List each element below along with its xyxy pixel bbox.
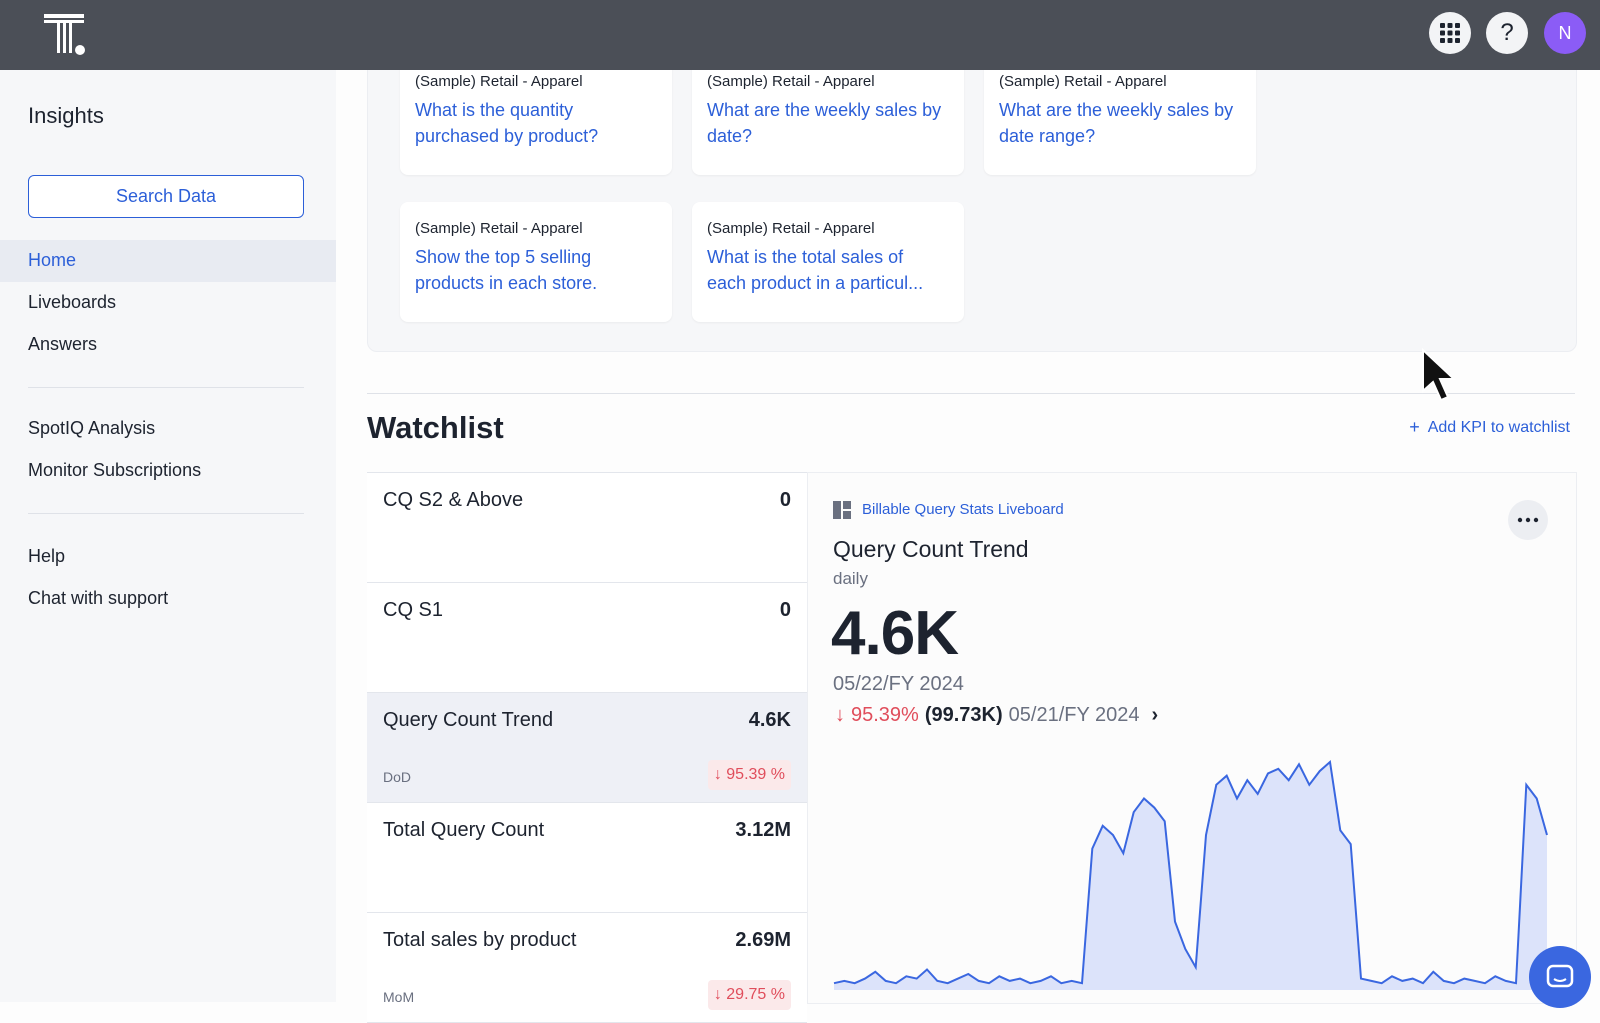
- kpi-value: 2.69M: [735, 929, 791, 951]
- down-arrow: ↓: [835, 704, 845, 726]
- card-source: (Sample) Retail - Apparel: [415, 220, 583, 237]
- kpi-value: 0: [779, 489, 791, 511]
- watchlist-row[interactable]: CQ S1 0: [367, 583, 807, 693]
- kpi-value: 4.6K: [831, 599, 959, 668]
- card-question: What are the weekly sales by date?: [707, 100, 942, 146]
- nav-item[interactable]: SpotIQ Analysis: [28, 418, 156, 438]
- down-arrow: ↓: [713, 986, 727, 1003]
- nav-item[interactable]: Monitor Subscriptions: [28, 460, 202, 480]
- chat-bubble[interactable]: [1529, 946, 1591, 1008]
- kpi-value: 0: [779, 599, 791, 621]
- suggestion-card[interactable]: (Sample) Retail - Apparel What are the we…: [692, 55, 964, 175]
- suggestion-card[interactable]: (Sample) Retail - Apparel What is the qua…: [400, 55, 672, 175]
- watchlist-row[interactable]: Total Query Count 3.12M: [367, 803, 807, 913]
- card-question: What is the quantity purchased by produc…: [415, 100, 599, 146]
- suggestion-card[interactable]: (Sample) Retail - Apparel What are the we…: [984, 55, 1256, 175]
- card-question: Show the top 5 selling products in each …: [415, 247, 598, 293]
- nav-item[interactable]: Answers: [28, 334, 98, 354]
- suggestion-card[interactable]: (Sample) Retail - Apparel Show the top 5 …: [400, 202, 672, 322]
- kpi-change-badge: ↓ 29.75 %: [707, 980, 791, 1010]
- watchlist-row[interactable]: CQ S2 & Above 0: [367, 473, 807, 583]
- kpi-name: Total sales by product: [383, 929, 577, 951]
- cursor: [1422, 347, 1457, 402]
- kpi-date: 05/22/FY 2024: [833, 673, 964, 695]
- kpi-period: daily: [833, 569, 868, 588]
- kpi-change-row: ↓ 95.39% (99.73K) 05/21/FY 2024 ›: [835, 704, 1158, 727]
- sidebar: [0, 70, 336, 1002]
- kpi-comparison: DoD: [383, 769, 412, 785]
- nav-item[interactable]: Home: [28, 250, 77, 270]
- kpi-source[interactable]: Billable Query Stats Liveboard: [862, 501, 1064, 518]
- kpi-name: Total Query Count: [383, 819, 545, 841]
- down-arrow: ↓: [713, 766, 727, 783]
- liveboard-icon: [833, 501, 851, 519]
- kpi-change-badge: ↓ 95.39 %: [707, 760, 791, 790]
- more-button[interactable]: [1508, 500, 1548, 540]
- kpi-change: 29.75 %: [726, 986, 785, 1003]
- plus-icon: +: [1409, 417, 1420, 437]
- kpi-comparison: MoM: [383, 989, 415, 1005]
- divider: [28, 513, 304, 514]
- suggestion-card[interactable]: (Sample) Retail - Apparel What is the tot…: [692, 202, 964, 322]
- nav-active-bg: [0, 240, 336, 282]
- kpi-previous-value: (99.73K): [924, 704, 1003, 726]
- card-source: (Sample) Retail - Apparel: [707, 73, 875, 90]
- kpi-value: 3.12M: [735, 819, 791, 841]
- kpi-name: CQ S1: [383, 599, 444, 621]
- kpi-title: Query Count Trend: [833, 536, 1029, 562]
- chevron[interactable]: ›: [1151, 704, 1159, 726]
- search-data-button[interactable]: Search Data: [28, 175, 304, 218]
- nav-item[interactable]: Liveboards: [28, 292, 117, 312]
- kpi-name: CQ S2 & Above: [383, 489, 524, 511]
- add-kpi-link[interactable]: + Add KPI to watchlist: [1409, 417, 1570, 437]
- apps-button[interactable]: [1429, 12, 1471, 54]
- watchlist-row[interactable]: Total sales by product 2.69M MoM ↓ 29.75 %: [367, 913, 807, 1023]
- card-source: (Sample) Retail - Apparel: [415, 73, 583, 90]
- kpi-change: 95.39%: [851, 704, 919, 726]
- kpi-previous-date: 05/21/FY 2024: [1008, 704, 1140, 726]
- watchlist-row[interactable]: Query Count Trend 4.6K DoD ↓ 95.39 %: [367, 693, 807, 803]
- divider: [367, 393, 1575, 394]
- top-bar: ? N: [0, 0, 1600, 70]
- kpi-value: 4.6K: [748, 709, 791, 731]
- logo[interactable]: [40, 10, 92, 60]
- watchlist-title: Watchlist: [367, 410, 504, 445]
- nav-item[interactable]: Help: [28, 546, 66, 566]
- help-button[interactable]: ?: [1486, 12, 1528, 54]
- card-question: What is the total sales of each product …: [707, 247, 924, 293]
- nav-item[interactable]: Chat with support: [28, 588, 169, 608]
- card-source: (Sample) Retail - Apparel: [999, 73, 1167, 90]
- card-source: (Sample) Retail - Apparel: [707, 220, 875, 237]
- card-question: What are the weekly sales by date range?: [999, 100, 1234, 146]
- divider: [28, 387, 304, 388]
- kpi-name: Query Count Trend: [383, 709, 554, 731]
- sidebar-title: Insights: [28, 103, 104, 128]
- kpi-change: 95.39 %: [726, 766, 785, 783]
- avatar[interactable]: N: [1544, 12, 1586, 54]
- add-kpi-text: Add KPI to watchlist: [1427, 419, 1570, 436]
